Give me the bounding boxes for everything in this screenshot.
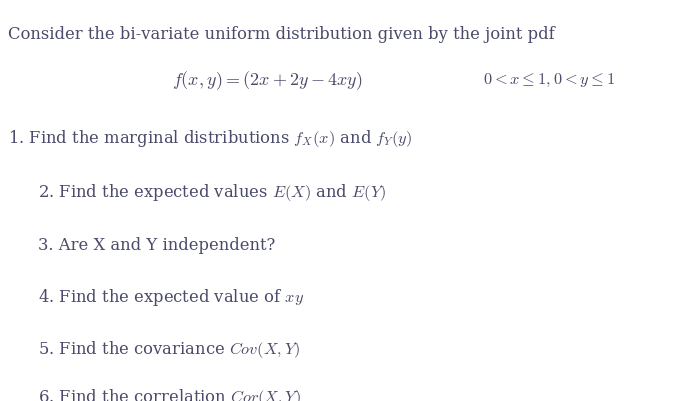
Text: 5. Find the covariance $\mathit{Cov}(X,Y)$: 5. Find the covariance $\mathit{Cov}(X,Y…	[38, 338, 300, 359]
Text: 4. Find the expected value of $xy$: 4. Find the expected value of $xy$	[38, 286, 304, 307]
Text: 1. Find the marginal distributions $f_X(x)$ and $f_Y(y)$: 1. Find the marginal distributions $f_X(…	[8, 128, 413, 149]
Text: 3. Are X and Y independent?: 3. Are X and Y independent?	[38, 236, 275, 253]
Text: $f(x, y) = (2x + 2y - 4xy)$: $f(x, y) = (2x + 2y - 4xy)$	[172, 69, 363, 91]
Text: Consider the bi-variate uniform distribution given by the joint pdf: Consider the bi-variate uniform distribu…	[8, 26, 555, 43]
Text: 6. Find the correlation $\mathit{Cor}(X,Y)$: 6. Find the correlation $\mathit{Cor}(X,…	[38, 387, 302, 401]
Text: 2. Find the expected values $E(X)$ and $E(Y)$: 2. Find the expected values $E(X)$ and $…	[38, 182, 386, 203]
Text: $0 < x \leq 1, 0 < y \leq 1$: $0 < x \leq 1, 0 < y \leq 1$	[483, 72, 615, 89]
